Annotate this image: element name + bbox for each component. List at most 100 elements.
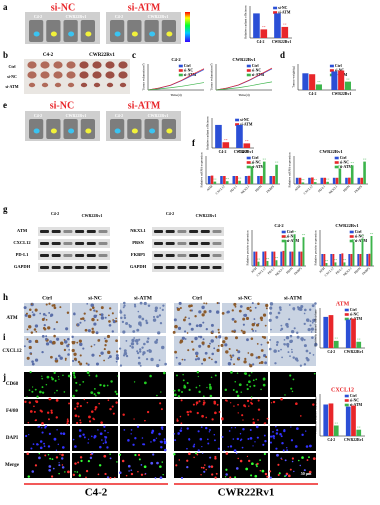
if-dot — [248, 405, 250, 407]
label: c — [132, 50, 136, 60]
cell — [41, 350, 44, 354]
legend-swatch — [246, 64, 251, 68]
if-dot — [48, 418, 50, 421]
if-dot — [230, 371, 233, 374]
if-dot — [66, 418, 69, 421]
legend-swatch — [344, 313, 349, 316]
if-dot — [248, 374, 251, 377]
signal — [114, 128, 121, 134]
cell — [156, 315, 159, 319]
if-dot — [249, 385, 252, 388]
cell — [292, 307, 296, 311]
label: C4-2 — [34, 113, 42, 118]
if-dot — [229, 445, 233, 448]
cell — [311, 304, 315, 308]
band — [177, 230, 187, 233]
bar — [215, 124, 222, 148]
if-dot — [34, 464, 38, 467]
if-dot — [186, 427, 189, 430]
if-dot — [132, 443, 135, 446]
bar — [210, 175, 214, 184]
bar — [235, 176, 238, 184]
if-dot — [248, 459, 251, 463]
cell — [189, 309, 192, 312]
if-dot — [252, 445, 254, 447]
cell — [188, 317, 190, 320]
x-tick-label: ATM — [294, 184, 302, 192]
x-label: Time(d) — [170, 93, 182, 97]
band — [189, 242, 199, 245]
cell — [303, 344, 307, 348]
cell — [78, 339, 82, 343]
band — [75, 242, 85, 245]
cell — [145, 321, 149, 325]
cell — [146, 349, 149, 352]
if-dot — [282, 449, 285, 452]
if-dot — [50, 475, 54, 478]
if-dot — [276, 453, 279, 457]
if-dot — [26, 396, 28, 398]
cell — [107, 357, 110, 359]
if-dot — [48, 465, 52, 468]
if-dot — [107, 399, 110, 402]
cell — [217, 328, 220, 331]
legend-swatch — [334, 161, 339, 164]
cell — [139, 301, 143, 305]
if-dot — [233, 449, 237, 452]
if-dot — [61, 464, 64, 466]
if-dot — [192, 445, 195, 448]
chart-title: ATM — [336, 301, 350, 307]
if-dot — [152, 438, 156, 442]
bar — [308, 177, 311, 184]
if-dot — [180, 399, 183, 402]
if-dot — [107, 431, 109, 434]
if-dot — [298, 459, 300, 462]
if-dot — [62, 432, 66, 436]
band — [200, 254, 210, 257]
if-dot — [101, 439, 103, 441]
if-dot — [281, 458, 283, 460]
label: i — [3, 332, 6, 342]
cell — [30, 303, 33, 306]
if-dot — [78, 474, 82, 477]
cell — [280, 348, 282, 351]
cell — [265, 303, 269, 308]
bar — [302, 73, 309, 90]
cell — [137, 356, 141, 360]
if-dot — [90, 391, 94, 395]
bar — [207, 176, 211, 184]
cell — [147, 304, 151, 307]
if-dot — [250, 396, 253, 398]
cell — [249, 306, 252, 309]
if-dot — [206, 386, 208, 389]
cell — [289, 339, 293, 343]
cell — [258, 362, 261, 365]
cell — [39, 312, 42, 315]
if-dot — [216, 403, 219, 406]
legend-label: si-ATM — [252, 165, 265, 169]
if-dot — [72, 394, 75, 398]
bar — [351, 318, 356, 348]
bar — [359, 254, 362, 266]
cell — [50, 355, 53, 359]
cell — [131, 338, 135, 343]
legend-swatch — [281, 230, 286, 234]
cell — [104, 339, 108, 343]
bar — [363, 161, 366, 184]
cell — [136, 328, 140, 332]
if-dot — [160, 426, 164, 429]
cell — [262, 313, 267, 317]
if-dot — [183, 385, 187, 389]
if-dot — [187, 413, 190, 416]
if-dot — [161, 461, 163, 463]
band — [75, 254, 85, 257]
label: C4-2 — [85, 487, 108, 499]
cell — [309, 308, 312, 311]
legend-swatch — [344, 403, 349, 407]
legend-swatch — [235, 123, 240, 126]
legend-swatch — [178, 73, 183, 77]
cell — [217, 331, 221, 334]
if-dot — [50, 409, 53, 412]
if-dot — [284, 394, 286, 396]
band — [86, 254, 96, 257]
